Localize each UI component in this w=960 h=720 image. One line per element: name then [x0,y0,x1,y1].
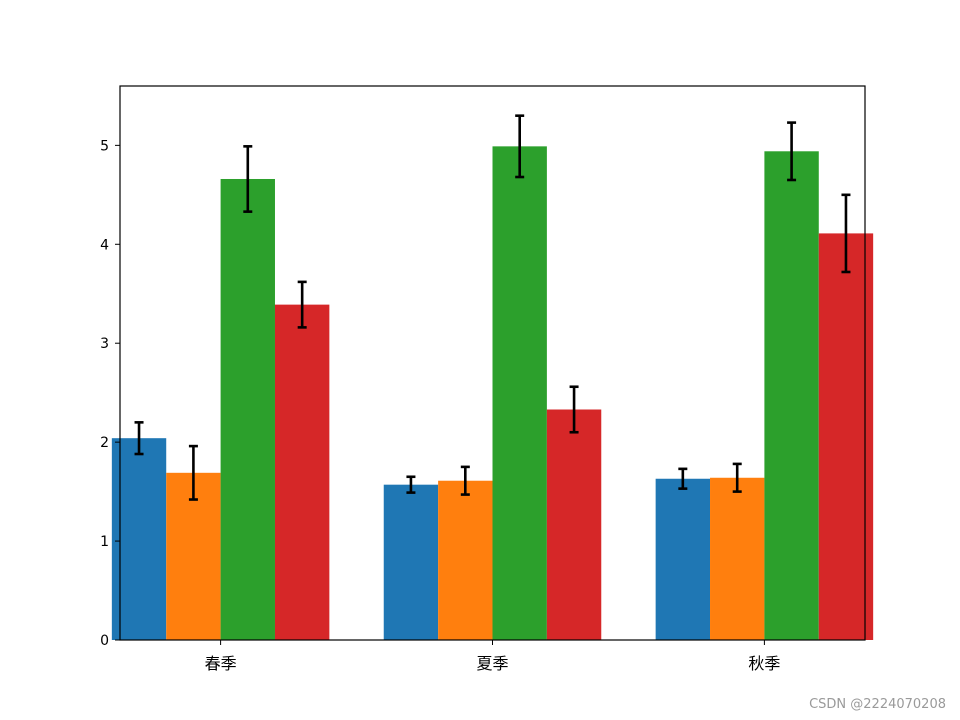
bar-series3-秋季 [764,151,819,641]
bar-series3-春季 [220,178,275,641]
y-tick-label: 0 [100,633,109,649]
y-tick-label: 4 [100,237,109,253]
x-axis: 春季 夏季 秋季 [205,640,780,673]
error-bar-series3-秋季 [787,121,797,182]
y-tick-label: 1 [100,534,109,550]
x-tick-label-秋季: 秋季 [748,654,780,673]
bar-series2-夏季 [438,480,493,640]
y-tick-label: 5 [100,138,109,154]
bars-layer [111,146,874,641]
error-bar-series1-秋季 [678,467,688,490]
bar-series4-夏季 [546,409,602,640]
watermark: CSDN @2224070208 [809,697,946,712]
bar-series1-秋季 [655,478,711,640]
bar-series1-春季 [111,438,167,640]
y-tick-label: 3 [100,336,109,352]
error-bar-series1-夏季 [406,475,416,494]
error-bar-series4-夏季 [569,385,579,434]
error-bars-layer [134,114,851,501]
x-tick-label-夏季: 夏季 [476,654,508,673]
y-tick-label: 2 [100,435,109,451]
bar-series2-秋季 [710,477,765,640]
bar-series1-夏季 [383,484,439,640]
error-bar-series2-秋季 [732,462,742,493]
error-bar-series1-春季 [134,421,144,456]
error-bar-series3-春季 [243,145,253,213]
x-tick-label-春季: 春季 [205,654,237,673]
error-bar-series2-夏季 [460,465,470,496]
error-bar-series4-秋季 [841,193,851,274]
bar-series4-春季 [274,304,330,640]
error-bar-series2-春季 [188,444,198,501]
error-bar-series3-夏季 [515,114,525,179]
bar-series3-夏季 [492,146,547,640]
error-bar-series4-春季 [297,280,307,329]
bar-series4-秋季 [818,233,874,640]
y-axis: 0 1 2 3 4 5 [100,138,120,649]
